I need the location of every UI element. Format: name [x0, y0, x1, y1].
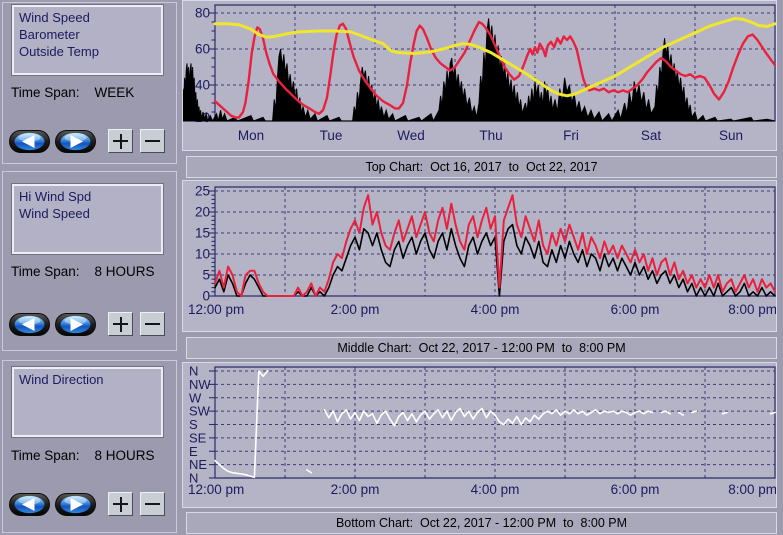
top-chart-caption: Top Chart: Oct 16, 2017 to Oct 22, 2017	[186, 156, 777, 178]
listbox-item[interactable]: Wind Speed	[19, 10, 90, 25]
time-span-row: Time Span: 8 HOURS	[11, 448, 155, 463]
svg-text:4:00 pm: 4:00 pm	[471, 482, 520, 497]
back-button[interactable]	[9, 129, 55, 153]
right-arrow-icon	[55, 312, 96, 336]
control-panel-bottom-chart: Wind Direction Time Span: 8 HOURS	[2, 360, 177, 533]
svg-text:8:00 pm: 8:00 pm	[728, 302, 776, 317]
svg-text:SW: SW	[189, 404, 211, 419]
svg-text:10: 10	[195, 247, 210, 262]
svg-text:Fri: Fri	[563, 128, 579, 143]
svg-text:2:00 pm: 2:00 pm	[331, 302, 380, 317]
svg-text:5: 5	[202, 268, 210, 283]
svg-text:Mon: Mon	[238, 128, 264, 143]
listbox-item[interactable]: Wind Direction	[19, 372, 104, 387]
svg-text:12:00 pm: 12:00 pm	[188, 482, 244, 497]
listbox-item[interactable]: Hi Wind Spd	[19, 189, 92, 204]
svg-text:Thu: Thu	[479, 128, 502, 143]
back-button[interactable]	[9, 312, 55, 336]
time-span-row: Time Span: WEEK	[11, 85, 134, 100]
svg-text:80: 80	[195, 6, 210, 21]
svg-text:SE: SE	[189, 430, 207, 445]
svg-text:Tue: Tue	[320, 128, 343, 143]
zoom-in-button[interactable]	[108, 312, 133, 336]
svg-text:6:00 pm: 6:00 pm	[611, 302, 660, 317]
svg-text:6:00 pm: 6:00 pm	[611, 482, 660, 497]
zoom-out-button[interactable]	[140, 492, 165, 516]
svg-text:Wed: Wed	[397, 128, 425, 143]
svg-text:2:00 pm: 2:00 pm	[331, 482, 380, 497]
listbox-item[interactable]: Wind Speed	[19, 206, 90, 221]
nav-buttons-bottom	[9, 491, 165, 517]
svg-text:4:00 pm: 4:00 pm	[471, 302, 520, 317]
svg-text:20: 20	[195, 205, 210, 220]
nav-buttons-top	[9, 128, 165, 154]
svg-text:25: 25	[195, 184, 210, 199]
svg-text:NE: NE	[189, 457, 207, 472]
forward-button[interactable]	[55, 492, 101, 516]
time-span-label: Time Span:	[11, 85, 80, 100]
bottom-chart-panel: N NW W SW S SE E NE N 12:00 pm 2:00 pm 4:00 pm 6:00 …	[182, 362, 777, 508]
time-span-value: WEEK	[94, 85, 135, 100]
svg-text:NW: NW	[189, 377, 211, 392]
svg-text:12:00 pm: 12:00 pm	[188, 302, 244, 317]
forward-button[interactable]	[55, 129, 101, 153]
top-chart-plot: 40608020MonTueWedThuFriSatSun	[183, 4, 776, 143]
middle-chart-caption: Middle Chart: Oct 22, 2017 - 12:00 PM to…	[186, 337, 777, 359]
time-span-row: Time Span: 8 HOURS	[11, 264, 155, 279]
svg-text:60: 60	[195, 42, 210, 57]
svg-text:N: N	[189, 364, 198, 379]
time-span-label: Time Span:	[11, 448, 80, 463]
listbox-item[interactable]: Outside Temp	[19, 44, 99, 59]
listbox-item[interactable]: Barometer	[19, 27, 80, 42]
minus-icon	[145, 503, 160, 505]
minus-icon	[145, 140, 160, 142]
middle-chart-series-listbox[interactable]: Hi Wind Spd Wind Speed	[11, 183, 164, 255]
bottom-chart-caption: Bottom Chart: Oct 22, 2017 - 12:00 PM to…	[186, 512, 777, 534]
left-arrow-icon	[9, 492, 50, 516]
svg-text:8:00 pm: 8:00 pm	[728, 482, 776, 497]
control-panel-top-chart: Wind Speed Barometer Outside Temp Time S…	[2, 2, 177, 164]
nav-buttons-middle	[9, 311, 165, 337]
control-panel-middle-chart: Hi Wind Spd Wind Speed Time Span: 8 HOURS	[2, 171, 177, 351]
svg-text:Sun: Sun	[719, 128, 743, 143]
forward-button[interactable]	[55, 312, 101, 336]
right-arrow-icon	[55, 492, 96, 516]
time-span-value: 8 HOURS	[94, 448, 155, 463]
top-chart-panel: 40608020MonTueWedThuFriSatSun	[182, 0, 777, 151]
back-button[interactable]	[9, 492, 55, 516]
zoom-out-button[interactable]	[140, 129, 165, 153]
zoom-in-button[interactable]	[108, 492, 133, 516]
svg-text:W: W	[189, 390, 202, 405]
time-span-label: Time Span:	[11, 264, 80, 279]
right-arrow-icon	[55, 129, 96, 153]
svg-text:Sat: Sat	[641, 128, 662, 143]
time-span-value: 8 HOURS	[94, 264, 155, 279]
left-arrow-icon	[9, 129, 50, 153]
svg-text:0: 0	[202, 289, 210, 304]
svg-text:15: 15	[195, 226, 210, 241]
zoom-out-button[interactable]	[140, 312, 165, 336]
minus-icon	[145, 323, 160, 325]
zoom-in-button[interactable]	[108, 129, 133, 153]
svg-text:E: E	[189, 444, 198, 459]
svg-text:S: S	[189, 417, 198, 432]
left-arrow-icon	[9, 312, 50, 336]
middle-chart-panel: 0 5 10 15 20 25 12:00 pm 2:00 pm 4:00 pm 6:00 pm 8…	[182, 180, 777, 332]
top-chart-series-listbox[interactable]: Wind Speed Barometer Outside Temp	[11, 4, 164, 76]
middle-chart-plot: 0 5 10 15 20 25 12:00 pm 2:00 pm 4:00 pm 6:00 pm 8…	[188, 184, 776, 317]
bottom-chart-series-listbox[interactable]: Wind Direction	[11, 366, 164, 438]
svg-text:N: N	[189, 471, 198, 486]
svg-text:40: 40	[195, 78, 210, 93]
